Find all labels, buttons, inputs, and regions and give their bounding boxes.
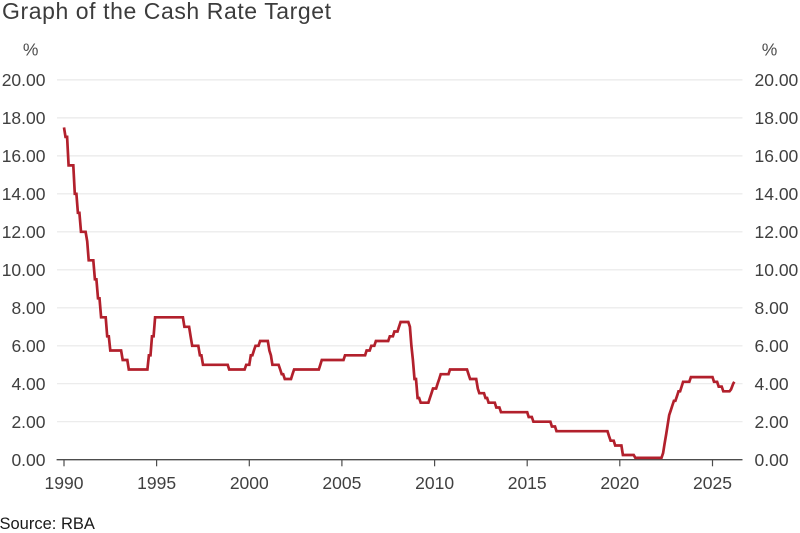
svg-text:2005: 2005 (322, 473, 361, 493)
svg-text:2.00: 2.00 (11, 412, 45, 432)
svg-text:14.00: 14.00 (755, 184, 799, 204)
svg-text:18.00: 18.00 (2, 108, 46, 128)
svg-text:6.00: 6.00 (755, 336, 789, 356)
svg-text:2025: 2025 (693, 473, 732, 493)
svg-text:12.00: 12.00 (755, 222, 799, 242)
svg-text:1990: 1990 (45, 473, 84, 493)
svg-text:20.00: 20.00 (755, 70, 799, 90)
svg-text:10.00: 10.00 (2, 260, 46, 280)
svg-text:10.00: 10.00 (755, 260, 799, 280)
svg-text:8.00: 8.00 (755, 298, 789, 318)
svg-text:%: % (23, 40, 39, 60)
svg-text:2020: 2020 (600, 473, 639, 493)
svg-text:18.00: 18.00 (755, 108, 799, 128)
svg-text:12.00: 12.00 (2, 222, 46, 242)
svg-text:Source: RBA: Source: RBA (0, 515, 95, 533)
svg-text:2015: 2015 (508, 473, 547, 493)
svg-text:16.00: 16.00 (2, 146, 46, 166)
svg-text:4.00: 4.00 (755, 374, 789, 394)
svg-text:0.00: 0.00 (755, 450, 789, 470)
svg-text:2000: 2000 (230, 473, 269, 493)
svg-text:2010: 2010 (415, 473, 454, 493)
svg-text:8.00: 8.00 (11, 298, 45, 318)
svg-text:6.00: 6.00 (11, 336, 45, 356)
svg-text:0.00: 0.00 (11, 450, 45, 470)
svg-text:4.00: 4.00 (11, 374, 45, 394)
svg-text:%: % (762, 40, 778, 60)
svg-text:20.00: 20.00 (2, 70, 46, 90)
svg-text:16.00: 16.00 (755, 146, 799, 166)
svg-text:2.00: 2.00 (755, 412, 789, 432)
svg-text:Graph of the Cash Rate Target: Graph of the Cash Rate Target (2, 0, 332, 24)
svg-text:14.00: 14.00 (2, 184, 46, 204)
svg-text:1995: 1995 (137, 473, 176, 493)
